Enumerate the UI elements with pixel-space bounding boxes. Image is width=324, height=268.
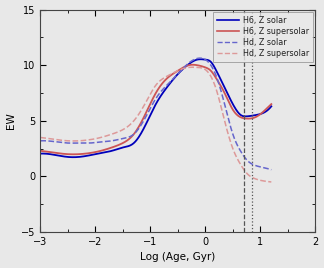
X-axis label: Log (Age, Gyr): Log (Age, Gyr) <box>140 252 215 262</box>
Legend: H6, Z solar, H6, Z supersolar, Hd, Z solar, Hd, Z supersolar: H6, Z solar, H6, Z supersolar, Hd, Z sol… <box>213 12 313 62</box>
Y-axis label: EW: EW <box>6 112 16 129</box>
